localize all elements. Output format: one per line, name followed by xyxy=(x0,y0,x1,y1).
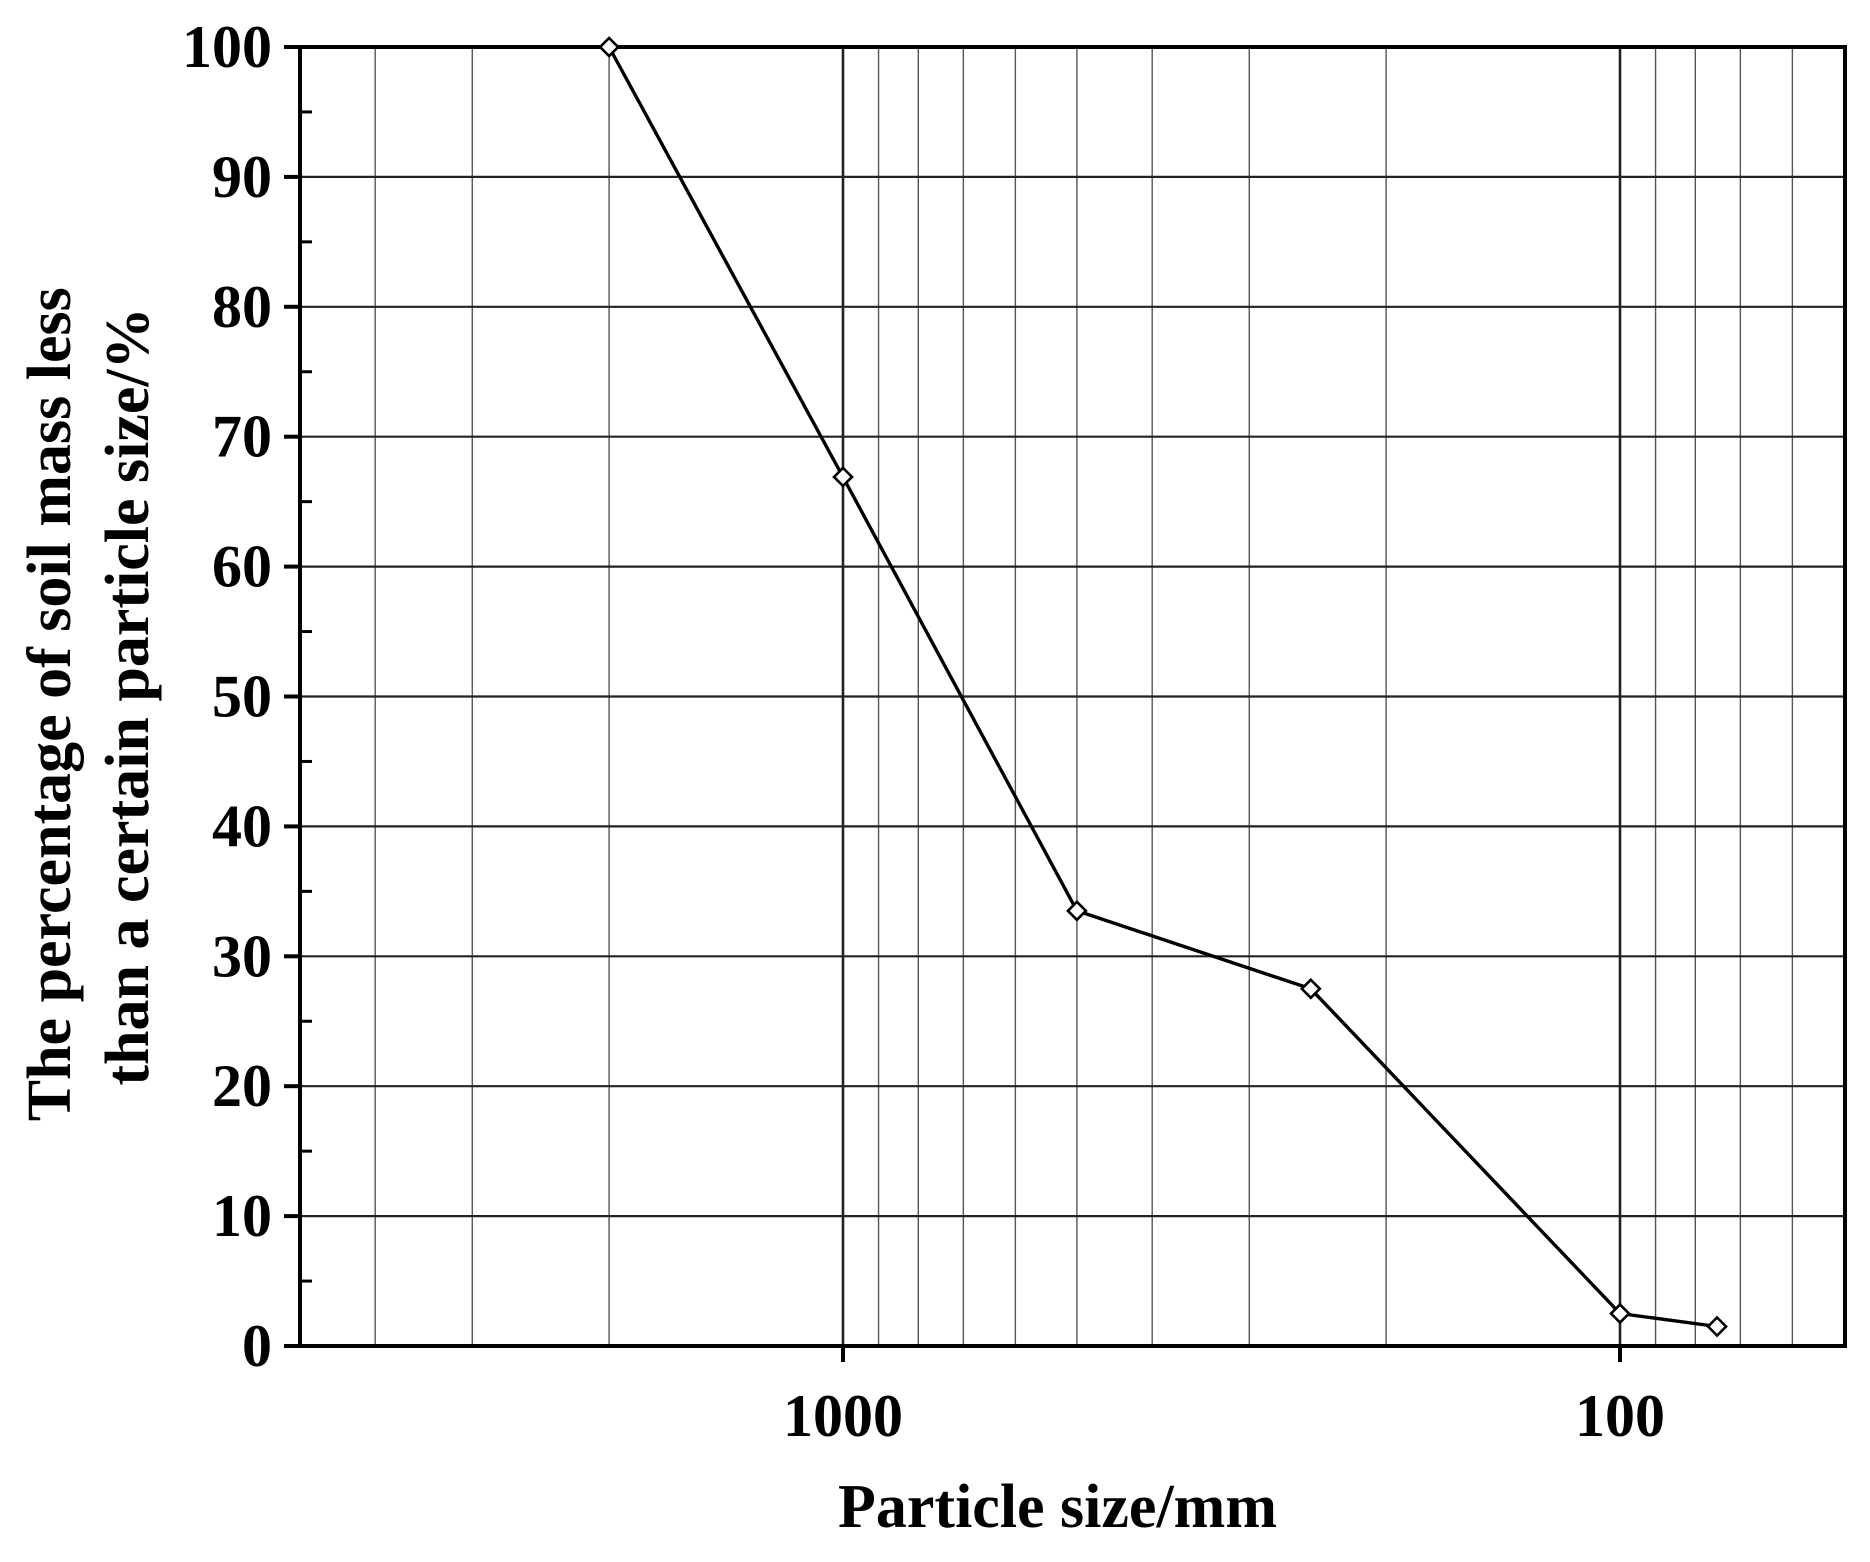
grid-lines xyxy=(300,47,1845,1346)
data-point-0 xyxy=(598,36,620,58)
data-point-4 xyxy=(1609,1302,1631,1325)
y-tick-label-0: 0 xyxy=(242,1313,272,1379)
y-tick-label-100: 100 xyxy=(182,14,272,80)
data-point-3 xyxy=(1299,977,1322,1000)
y-axis-title-line-1: The percentage of soil mass less xyxy=(16,287,84,1121)
y-axis-title-line-2: than a certain particle size/% xyxy=(94,307,162,1085)
y-axis: 0 10 20 30 40 50 60 70 80 90 100 xyxy=(182,14,300,1379)
y-tick-label-30: 30 xyxy=(212,923,272,989)
series-line-0 xyxy=(607,46,1718,1329)
x-tick-label-1000: 1000 xyxy=(783,1383,903,1449)
data-point-1 xyxy=(832,466,854,488)
y-tick-label-20: 20 xyxy=(212,1053,272,1119)
y-tick-label-10: 10 xyxy=(212,1183,272,1249)
series-layer xyxy=(598,36,1728,1338)
y-tick-label-60: 60 xyxy=(212,534,272,600)
x-axis: 1000 100 xyxy=(783,1346,1665,1449)
y-tick-label-90: 90 xyxy=(212,144,272,210)
y-axis-title: The percentage of soil mass less than a … xyxy=(16,272,162,1122)
y-tick-label-40: 40 xyxy=(212,793,272,859)
data-point-5 xyxy=(1706,1315,1728,1338)
y-tick-label-50: 50 xyxy=(212,664,272,730)
x-axis-title: Particle size/mm xyxy=(838,1473,1277,1541)
x-tick-label-100: 100 xyxy=(1575,1383,1665,1449)
y-tick-label-80: 80 xyxy=(212,274,272,340)
data-point-2 xyxy=(1066,899,1088,922)
y-tick-label-70: 70 xyxy=(212,404,272,470)
